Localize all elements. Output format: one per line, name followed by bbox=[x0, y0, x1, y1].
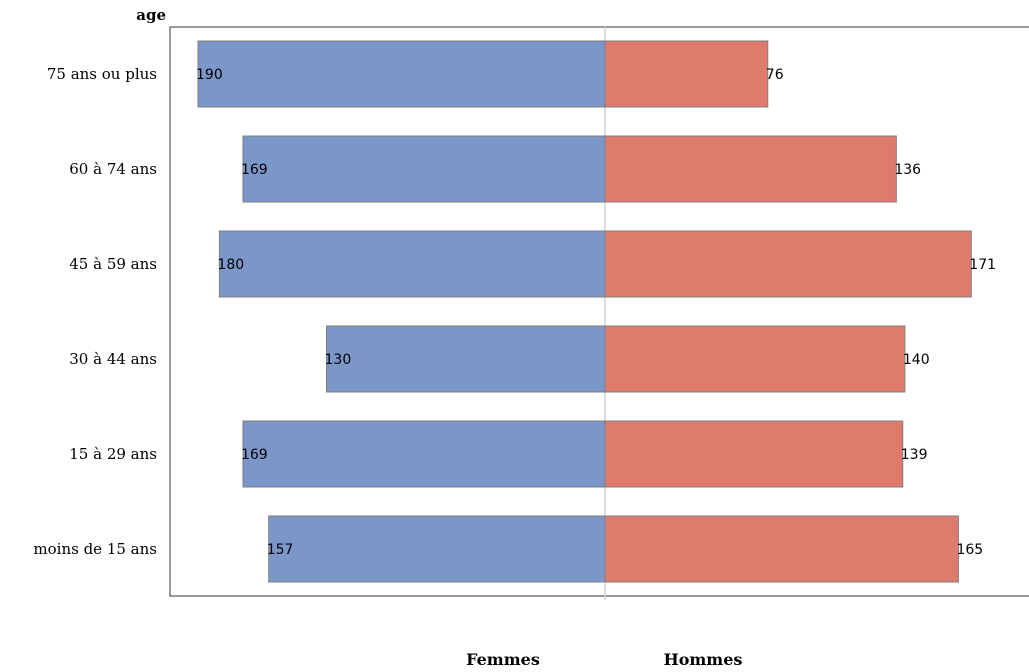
category-label: 45 à 59 ans bbox=[69, 255, 157, 273]
y-axis-title: age bbox=[136, 6, 166, 24]
category-label: 30 à 44 ans bbox=[69, 350, 157, 368]
category-label: 15 à 29 ans bbox=[69, 445, 157, 463]
bars-group bbox=[197, 40, 972, 583]
bar-hommes bbox=[604, 515, 959, 583]
bar-femmes bbox=[268, 515, 606, 583]
value-label-hommes: 136 bbox=[894, 162, 921, 178]
legend: Femmes Hommes bbox=[466, 650, 742, 669]
value-label-hommes: 76 bbox=[766, 67, 784, 83]
value-label-femmes: 190 bbox=[196, 67, 223, 83]
value-label-femmes: 130 bbox=[325, 352, 352, 368]
bar-hommes bbox=[604, 40, 769, 108]
value-label-femmes: 180 bbox=[217, 257, 244, 273]
category-label: 60 à 74 ans bbox=[69, 160, 157, 178]
bar-hommes bbox=[604, 135, 897, 203]
plot-frame bbox=[169, 26, 1029, 597]
bar-femmes bbox=[242, 420, 606, 488]
value-label-hommes: 165 bbox=[956, 542, 983, 558]
bar-femmes bbox=[218, 230, 606, 298]
bar-hommes bbox=[604, 230, 972, 298]
value-label-femmes: 169 bbox=[241, 447, 268, 463]
value-label-hommes: 139 bbox=[901, 447, 928, 463]
value-label-hommes: 140 bbox=[903, 352, 930, 368]
value-label-hommes: 171 bbox=[969, 257, 996, 273]
bar-hommes bbox=[604, 420, 904, 488]
value-label-femmes: 169 bbox=[241, 162, 268, 178]
category-label: 75 ans ou plus bbox=[47, 65, 157, 83]
bar-femmes bbox=[326, 325, 606, 393]
value-labels-group: 190 76 169 136 180 171 130 140 169 139 157 165 bbox=[196, 67, 996, 558]
legend-label-femmes: Femmes bbox=[466, 650, 540, 669]
category-label: moins de 15 ans bbox=[33, 540, 157, 558]
bar-femmes bbox=[242, 135, 606, 203]
legend-label-hommes: Hommes bbox=[664, 650, 743, 669]
bar-femmes bbox=[197, 40, 606, 108]
category-labels-group: 75 ans ou plus 60 à 74 ans 45 à 59 ans 30 à… bbox=[33, 65, 157, 558]
bar-hommes bbox=[604, 325, 906, 393]
value-label-femmes: 157 bbox=[267, 542, 294, 558]
